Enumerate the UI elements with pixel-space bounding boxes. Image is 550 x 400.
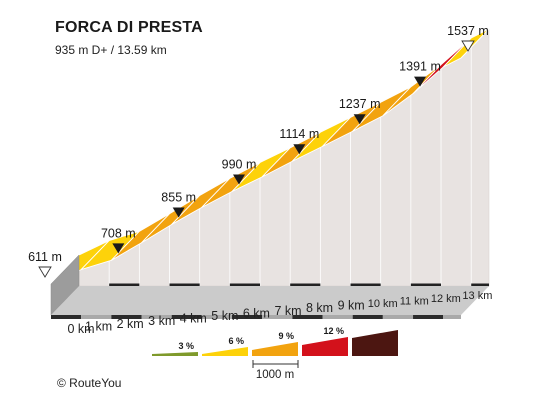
elevation-marker: [233, 174, 246, 185]
legend-swatch: [302, 337, 348, 356]
front-scale-bar: [232, 315, 263, 319]
legend-swatch: [202, 347, 248, 356]
x-tick-label: 12 km: [431, 293, 461, 305]
front-scale-bar: [292, 315, 323, 319]
x-tick-label: 5 km: [211, 309, 238, 323]
front-scale-bar: [111, 315, 142, 319]
front-scale-bar: [413, 315, 444, 319]
elevation-label: 855 m: [161, 190, 196, 204]
elevation-label: 1537 m: [447, 24, 489, 38]
chart-title: FORCA DI PRESTA: [55, 19, 203, 36]
legend-swatch: [152, 352, 198, 356]
chart-subtitle: 935 m D+ / 13.59 km: [55, 43, 167, 57]
elevation-label: 611 m: [28, 250, 62, 264]
legend-label: 6 %: [228, 336, 244, 346]
front-scale-bar: [382, 315, 414, 319]
x-tick-label: 4 km: [180, 312, 207, 326]
x-tick-label: 6 km: [243, 306, 270, 320]
elevation-marker: [112, 243, 125, 254]
x-tick-label: 8 km: [306, 301, 333, 315]
elevation-label: 1391 m: [399, 60, 441, 74]
x-tick-label: 13 km: [462, 290, 492, 302]
legend-label: 3 %: [178, 341, 194, 351]
elevation-marker: [353, 114, 366, 125]
front-scale-bar: [443, 315, 461, 319]
x-tick-label: 9 km: [338, 299, 365, 313]
front-scale-bar: [262, 315, 293, 319]
elevation-marker: [293, 144, 306, 155]
elevation-label: 1114 m: [279, 127, 319, 141]
front-scale-bar: [171, 315, 202, 319]
front-scale-bar: [81, 315, 112, 319]
x-tick-label: 11 km: [400, 295, 429, 307]
legend-swatch: [252, 342, 298, 356]
legend-swatch: [352, 330, 398, 356]
x-tick-label: 3 km: [148, 314, 175, 328]
elevation-label: 1237 m: [339, 97, 381, 111]
legend-label: 12 %: [323, 326, 344, 336]
front-scale-bar: [141, 315, 172, 319]
elevation-label: 990 m: [222, 158, 257, 172]
profile-base: [51, 286, 489, 315]
start-marker: [38, 266, 52, 278]
front-scale-bar: [352, 315, 383, 319]
x-tick-label: 2 km: [117, 317, 144, 331]
front-scale-bar: [51, 315, 82, 319]
x-tick-label: 7 km: [274, 304, 301, 318]
elevation-label: 708 m: [101, 226, 136, 240]
x-tick-label: 1 km: [85, 319, 112, 333]
scale-label: 1000 m: [256, 369, 294, 381]
front-scale-bar: [322, 315, 353, 319]
copyright-credit: © RouteYou: [57, 376, 122, 390]
legend-label: 9 %: [278, 331, 294, 341]
x-tick-label: 0 km: [67, 322, 94, 336]
front-scale-bar: [201, 315, 233, 319]
elevation-marker: [172, 207, 185, 218]
x-tick-label: 10 km: [368, 298, 398, 310]
elevation-marker: [414, 76, 427, 87]
finish-marker: [461, 40, 475, 52]
